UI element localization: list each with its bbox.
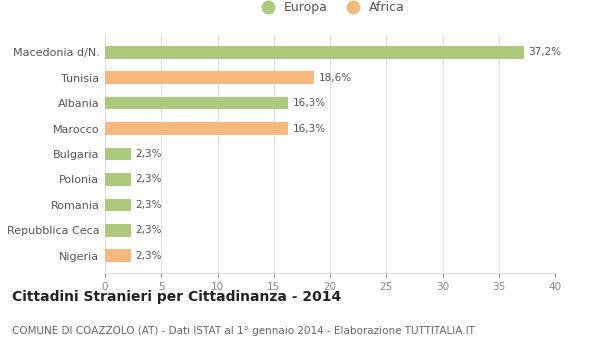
Bar — [105, 122, 289, 135]
Bar — [105, 173, 131, 186]
Legend: Europa, Africa: Europa, Africa — [250, 0, 410, 19]
Text: COMUNE DI COAZZOLO (AT) - Dati ISTAT al 1° gennaio 2014 - Elaborazione TUTTITALI: COMUNE DI COAZZOLO (AT) - Dati ISTAT al … — [12, 326, 475, 336]
Text: 16,3%: 16,3% — [293, 98, 326, 108]
Bar — [105, 224, 131, 237]
Bar — [105, 46, 523, 58]
Text: 2,3%: 2,3% — [136, 200, 162, 210]
Text: 2,3%: 2,3% — [136, 174, 162, 184]
Bar — [105, 250, 131, 262]
Text: 16,3%: 16,3% — [293, 124, 326, 134]
Text: 2,3%: 2,3% — [136, 251, 162, 261]
Bar — [105, 148, 131, 160]
Text: 37,2%: 37,2% — [528, 47, 561, 57]
Text: Cittadini Stranieri per Cittadinanza - 2014: Cittadini Stranieri per Cittadinanza - 2… — [12, 290, 341, 304]
Bar — [105, 71, 314, 84]
Bar — [105, 97, 289, 110]
Text: 2,3%: 2,3% — [136, 225, 162, 235]
Text: 18,6%: 18,6% — [319, 73, 352, 83]
Bar — [105, 198, 131, 211]
Text: 2,3%: 2,3% — [136, 149, 162, 159]
